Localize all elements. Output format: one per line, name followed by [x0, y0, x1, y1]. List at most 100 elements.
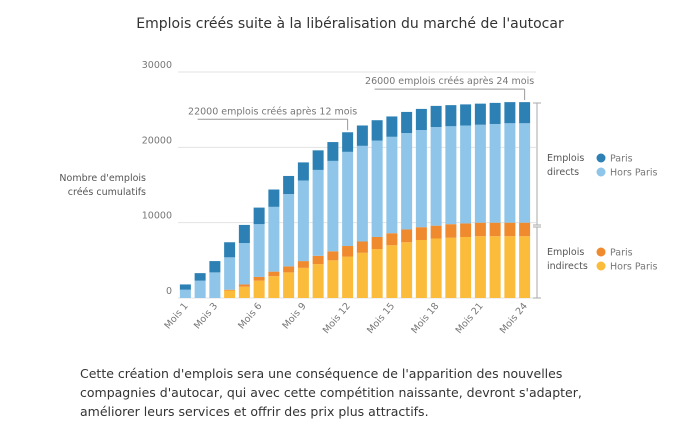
- chart-title: Emplois créés suite à la libéralisation …: [136, 16, 564, 32]
- bar-segment: [297, 261, 309, 268]
- bar-segment: [489, 102, 501, 124]
- bar-segment: [430, 105, 442, 127]
- x-tick-label: Mois 18: [409, 301, 441, 336]
- bar-segment: [356, 252, 368, 298]
- bar-segment: [445, 224, 457, 238]
- bar-segment: [327, 160, 339, 252]
- bar-segment: [253, 276, 265, 281]
- bar-segment: [430, 238, 442, 298]
- chart: 0 10000 20000 30000 Mois 1 Mois 3 Mois 6 Mois 9…: [142, 60, 658, 336]
- bar-segment: [504, 102, 516, 124]
- legend-group: Emplois indirects: [547, 247, 588, 272]
- bar-segment: [445, 126, 457, 225]
- bar-segment: [356, 241, 368, 253]
- bar-segment: [371, 140, 383, 237]
- bar-segment: [312, 255, 324, 265]
- bar-segment: [268, 271, 280, 277]
- y-tick-label: 0: [166, 286, 172, 297]
- x-tick-label: Mois 3: [192, 301, 220, 332]
- x-tick-label: Mois 1: [163, 301, 191, 332]
- legend-label: Paris: [610, 154, 633, 165]
- bar-segment: [460, 236, 472, 298]
- bar-segment: [253, 224, 265, 277]
- bar-segment: [460, 125, 472, 224]
- bar-segment: [386, 245, 398, 298]
- bar-segment: [224, 290, 236, 298]
- bar-segment: [194, 273, 206, 281]
- x-tick-label: Mois 6: [236, 301, 264, 332]
- bar-segment: [474, 236, 486, 298]
- bar-segment: [504, 236, 516, 298]
- bar-segment: [224, 289, 236, 291]
- bar-segment: [238, 286, 250, 298]
- bar-segment: [519, 123, 531, 223]
- bar-segment: [386, 136, 398, 234]
- x-tick-label: Mois 9: [281, 301, 309, 332]
- y-tick-label: 30000: [142, 60, 172, 71]
- bar-segment: [474, 222, 486, 237]
- bar-segment: [415, 108, 427, 131]
- bar-segment: [312, 150, 324, 170]
- bar-segment: [356, 145, 368, 242]
- x-tick-label: Mois 15: [365, 301, 397, 336]
- bar-segment: [504, 123, 516, 223]
- bar-segment: [297, 180, 309, 262]
- bar-segment: [460, 223, 472, 237]
- bar-segment: [489, 222, 501, 237]
- bar-segment: [371, 249, 383, 298]
- x-tick-label: Mois 12: [321, 301, 353, 336]
- bar-segment: [474, 103, 486, 125]
- bar-segment: [327, 251, 339, 261]
- legend-swatch: [596, 167, 606, 177]
- bar-segment: [415, 239, 427, 298]
- bar-segment: [238, 224, 250, 244]
- annotation: 26000 emplois créés après 24 mois: [365, 76, 534, 87]
- bar-segment: [445, 105, 457, 127]
- bar-segment: [238, 284, 250, 287]
- bar-segment: [312, 264, 324, 298]
- bar-segment: [430, 126, 442, 226]
- bar-segment: [489, 236, 501, 298]
- bar-segment: [401, 133, 413, 230]
- bar-segment: [342, 132, 354, 152]
- bar-segment: [356, 125, 368, 146]
- bar-segment: [238, 243, 250, 285]
- bar-segment: [430, 225, 442, 239]
- y-tick-label: 10000: [142, 211, 172, 222]
- bar-segment: [474, 124, 486, 223]
- bar-segment: [283, 194, 295, 267]
- bar-segment: [209, 261, 221, 273]
- bar-segment: [415, 130, 427, 228]
- bar-segment: [209, 272, 221, 298]
- bar-segment: [268, 206, 280, 272]
- legend-label: Hors Paris: [610, 168, 657, 179]
- bar-segment: [386, 116, 398, 137]
- legend-label: Hors Paris: [610, 262, 657, 273]
- bar-segment: [489, 123, 501, 223]
- annotation: 22000 emplois créés après 12 mois: [188, 106, 357, 117]
- bar-segment: [268, 276, 280, 298]
- legend-swatch: [596, 247, 606, 257]
- bar-segment: [386, 233, 398, 246]
- bar-segment: [401, 242, 413, 298]
- y-axis-label: Nombre d'emplois créés cumulatifs: [59, 173, 146, 198]
- y-tick-label: 20000: [142, 135, 172, 146]
- bar-segment: [327, 142, 339, 161]
- bar-segment: [401, 111, 413, 134]
- bar-segment: [445, 237, 457, 298]
- bar-segment: [283, 175, 295, 195]
- bar-segment: [371, 236, 383, 250]
- bar-segment: [460, 104, 472, 126]
- bar-segment: [297, 267, 309, 298]
- bar-segment: [401, 229, 413, 243]
- bar-segment: [179, 284, 191, 290]
- caption: Cette création d'emplois sera une conséq…: [80, 366, 582, 419]
- bar-segment: [342, 256, 354, 298]
- legend-swatch: [596, 261, 606, 271]
- bar-segment: [283, 272, 295, 298]
- legend-label: Paris: [610, 248, 633, 259]
- bar-segment: [224, 242, 236, 258]
- x-tick-label: Mois 24: [498, 301, 530, 336]
- bar-segment: [179, 289, 191, 298]
